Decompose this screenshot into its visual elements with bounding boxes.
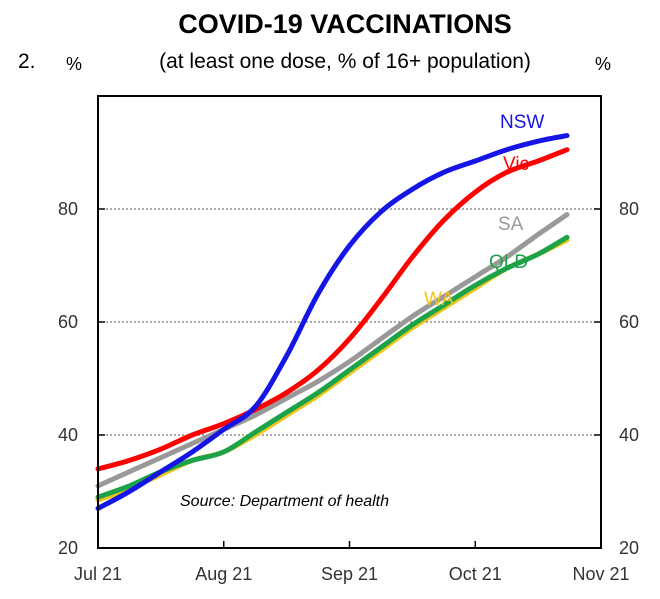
series-line-qld [95, 234, 570, 500]
chart-title: COVID-19 VACCINATIONS [178, 9, 512, 39]
y-tick-label-right: 60 [619, 312, 639, 332]
y-tick-label-left: 20 [58, 538, 78, 558]
y-tick-label-right: 80 [619, 199, 639, 219]
series-line-nsw [95, 133, 570, 511]
x-tick-label: Nov 21 [572, 564, 629, 584]
y-tick-label-right: 40 [619, 425, 639, 445]
series-label-sa: SA [498, 214, 524, 235]
y-tick-label-left: 40 [58, 425, 78, 445]
series-label-nsw: NSW [500, 112, 544, 133]
series-line-sa [95, 212, 570, 489]
x-tick-label: Jul 21 [74, 564, 122, 584]
y-axis-label-left: % [66, 54, 82, 74]
source-note: Source: Department of health [180, 493, 389, 510]
figure-number: 2. [18, 50, 36, 73]
y-tick-label-left: 80 [58, 199, 78, 219]
series-label-qld: QLD [489, 252, 528, 273]
y-tick-label-right: 20 [619, 538, 639, 558]
chart-subtitle: (at least one dose, % of 16+ population) [159, 50, 531, 73]
series-line-vic [95, 147, 570, 472]
x-tick-label: Sep 21 [321, 564, 378, 584]
series-label-wa: WA [424, 289, 454, 310]
y-axis-label-right: % [595, 54, 611, 74]
y-tick-label-left: 60 [58, 312, 78, 332]
series-label-vic: Vic [503, 154, 529, 175]
x-tick-label: Oct 21 [449, 564, 502, 584]
x-tick-label: Aug 21 [195, 564, 252, 584]
